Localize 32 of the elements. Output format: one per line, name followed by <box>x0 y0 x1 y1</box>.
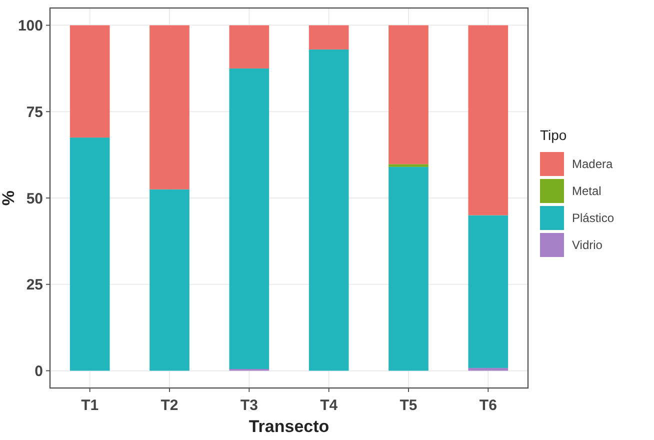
legend-label: Metal <box>572 184 602 198</box>
legend-title: Tipo <box>540 127 567 143</box>
bar <box>229 68 270 369</box>
x-tick-label: T6 <box>479 397 497 414</box>
x-tick-label: T3 <box>240 397 258 414</box>
y-tick-label: 0 <box>34 362 43 380</box>
bar <box>229 25 270 68</box>
y-tick-label: 100 <box>18 18 43 35</box>
y-tick-label: 50 <box>26 190 43 208</box>
bar <box>468 25 508 216</box>
bar <box>468 215 508 368</box>
y-tick-label: 25 <box>26 276 43 294</box>
bar <box>468 368 508 371</box>
bar <box>70 138 110 371</box>
x-tick-label: T2 <box>160 397 178 414</box>
x-tick-label: T4 <box>320 397 338 414</box>
legend-label: Vidrio <box>572 238 603 252</box>
legend-label: Plástico <box>572 211 614 226</box>
x-tick-label: T5 <box>400 397 418 414</box>
y-axis-title: % <box>0 190 18 206</box>
bar <box>70 25 110 138</box>
bar <box>388 25 428 164</box>
bar <box>388 164 428 167</box>
x-axis-title: Transecto <box>248 417 330 436</box>
legend-label: Madera <box>572 157 614 172</box>
bar <box>308 49 349 371</box>
bar <box>150 189 190 371</box>
x-tick-label: T1 <box>81 397 99 414</box>
bar <box>308 25 349 50</box>
bar <box>388 166 428 371</box>
y-tick-label: 75 <box>26 104 43 121</box>
bar <box>150 25 190 190</box>
